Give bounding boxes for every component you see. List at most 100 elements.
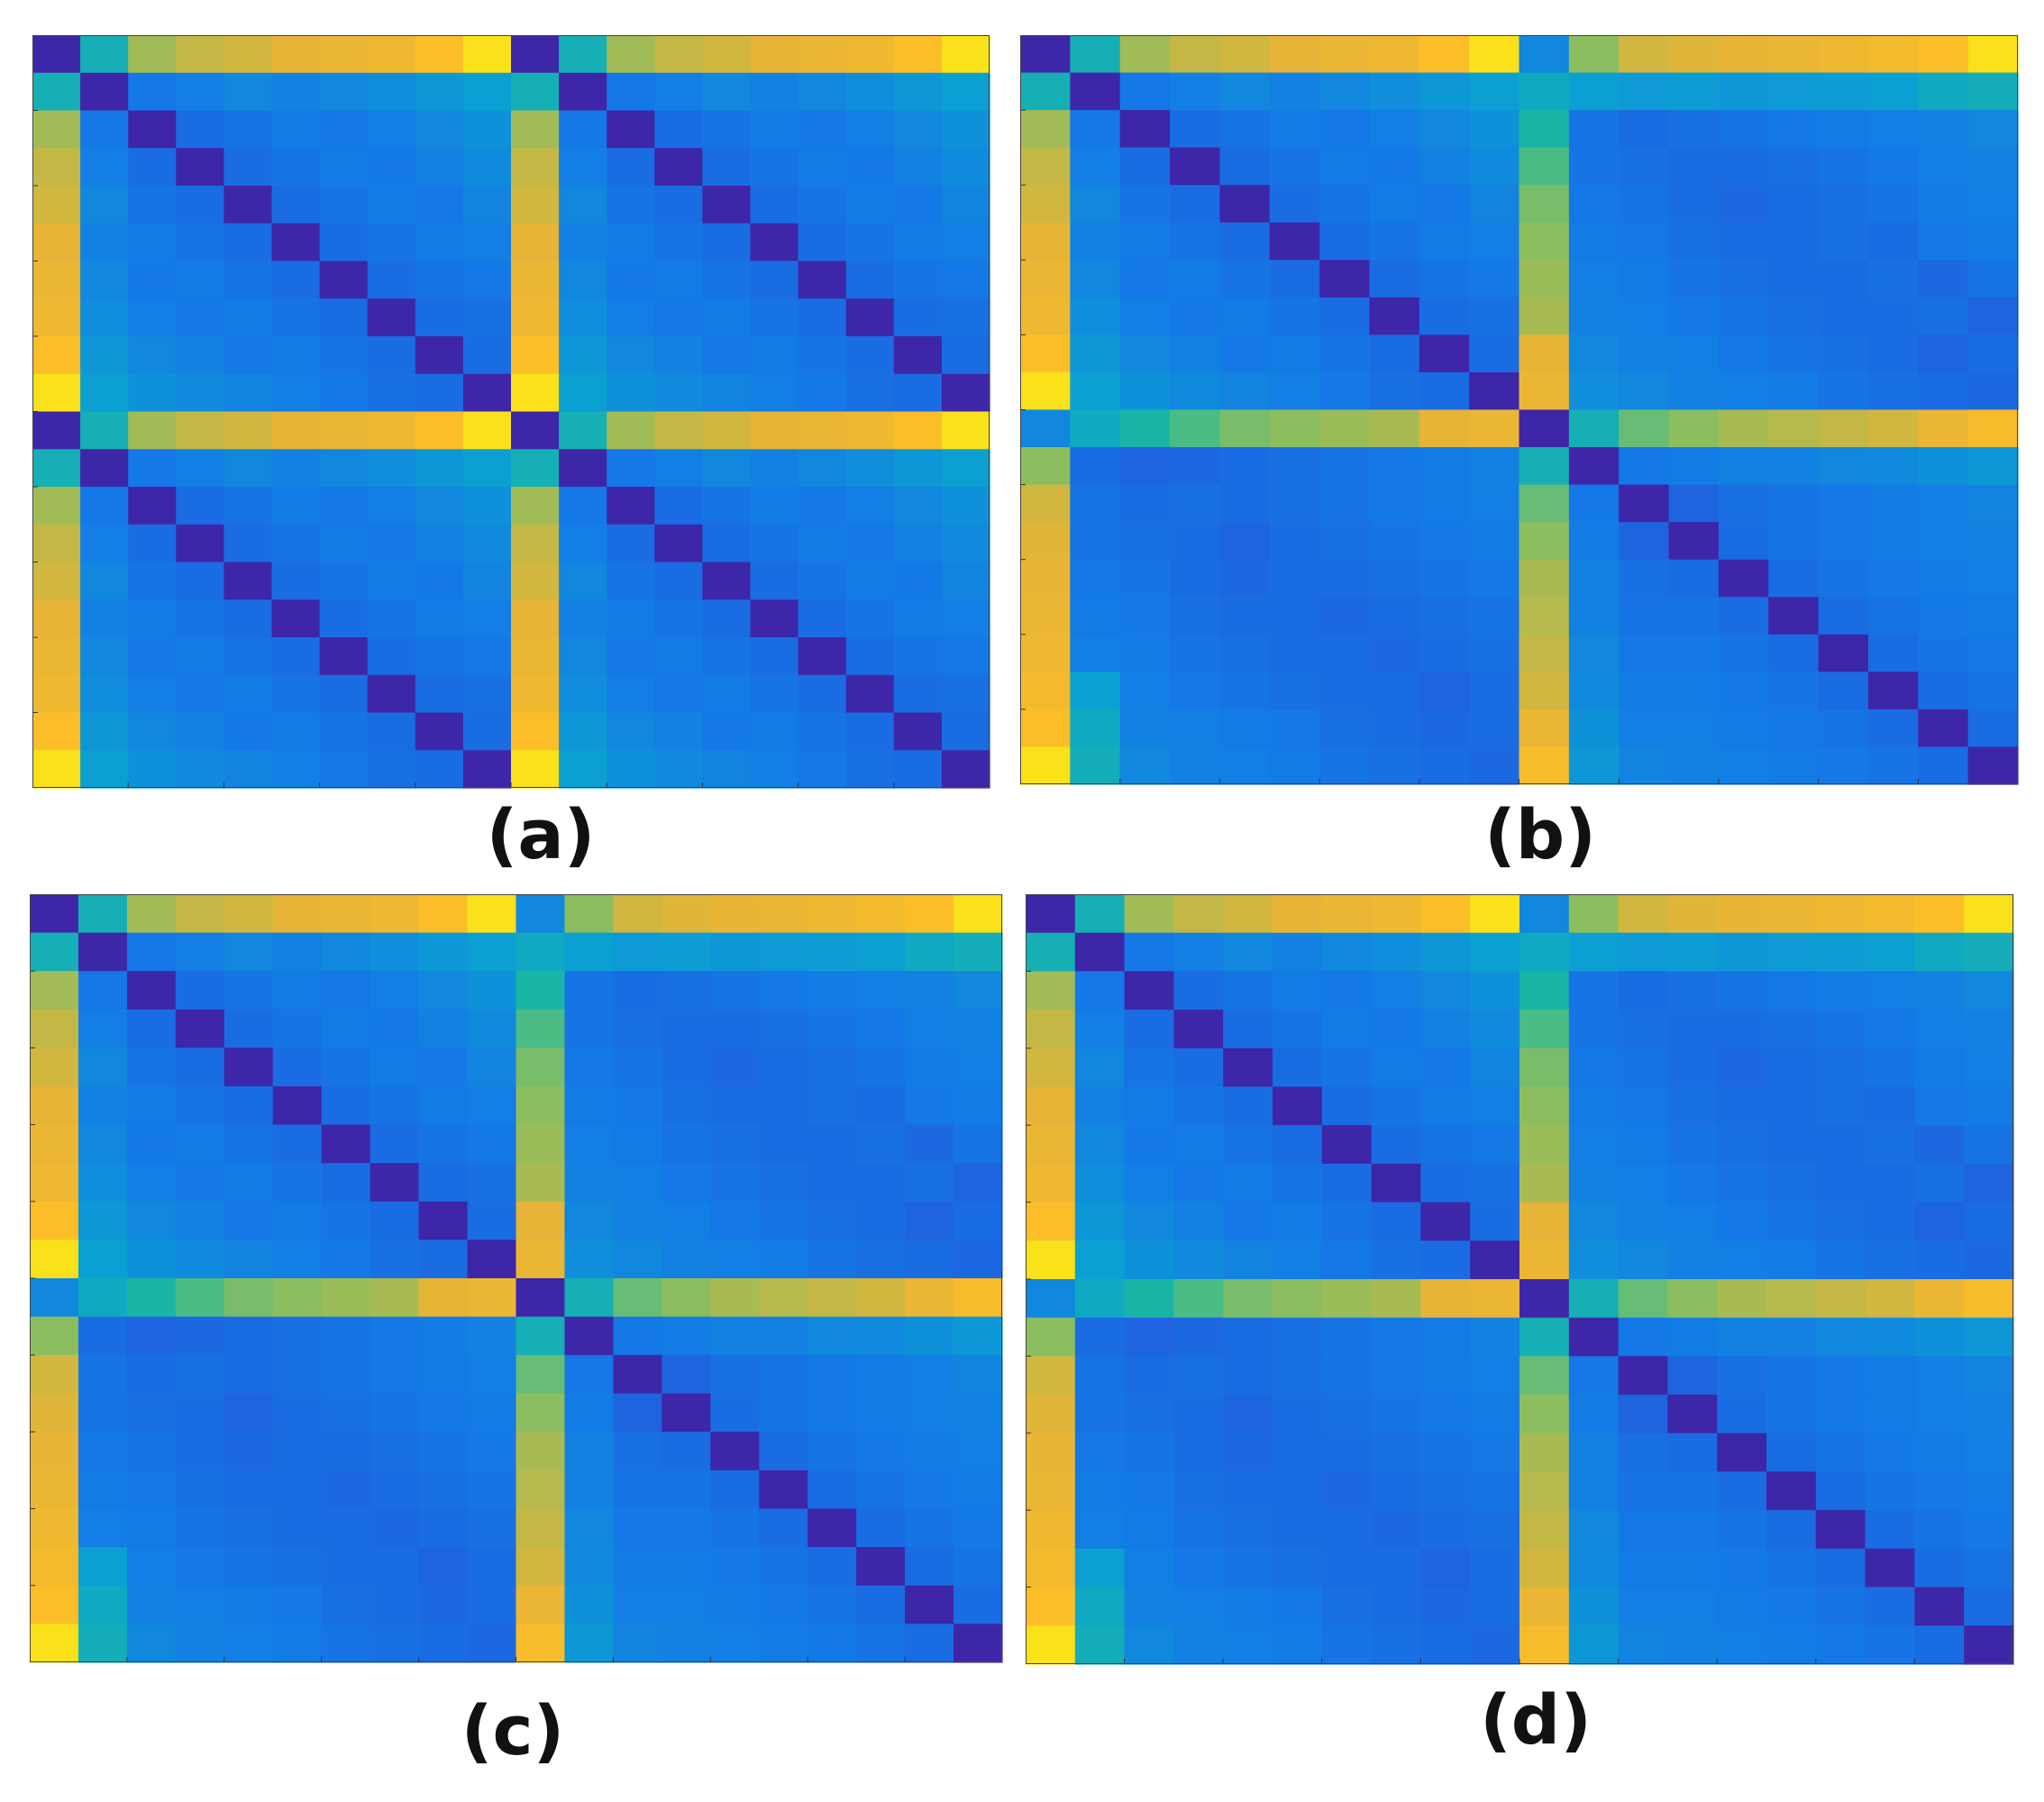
heatmap-cell xyxy=(1369,72,1420,111)
heatmap-cell xyxy=(1865,1432,1915,1473)
heatmap-cell xyxy=(1964,1587,2014,1626)
heatmap-cell xyxy=(654,562,703,600)
heatmap-cell xyxy=(702,336,752,375)
heatmap-cell xyxy=(1369,110,1420,149)
heatmap-cell xyxy=(1219,746,1271,785)
heatmap-cell xyxy=(1766,894,1817,934)
heatmap-cell xyxy=(224,1432,274,1471)
heatmap-cell xyxy=(607,637,655,676)
heatmap-cell xyxy=(1124,1587,1174,1626)
heatmap-cell xyxy=(1867,110,1919,149)
heatmap-cell xyxy=(856,1239,906,1279)
heatmap-cell xyxy=(1273,1471,1323,1511)
heatmap-cell xyxy=(856,1009,906,1048)
heatmap-cell xyxy=(845,750,895,789)
heatmap-cell xyxy=(272,1163,323,1203)
heatmap-cell xyxy=(126,1547,177,1587)
heatmap-cell xyxy=(319,411,369,450)
heatmap-cell xyxy=(1718,634,1769,672)
heatmap-cell xyxy=(759,1585,808,1624)
heatmap-cell xyxy=(564,1163,614,1203)
heatmap-cell xyxy=(856,1201,906,1240)
heatmap-cell xyxy=(1815,1471,1866,1511)
heatmap-cell xyxy=(1815,1510,1866,1550)
heatmap-cell xyxy=(1815,1432,1866,1473)
heatmap-cell xyxy=(856,1432,906,1471)
heatmap-cell xyxy=(1319,35,1371,74)
heatmap-cell xyxy=(1865,1317,1915,1357)
heatmap-cell xyxy=(224,1278,274,1318)
heatmap-cell xyxy=(1223,1471,1273,1511)
heatmap-cell xyxy=(1818,672,1869,710)
heatmap-cell xyxy=(1469,35,1520,74)
heatmap-cell xyxy=(511,562,560,600)
heatmap-cell xyxy=(467,932,517,972)
heatmap-cell xyxy=(1026,1202,1076,1241)
heatmap-frame xyxy=(30,894,1002,1662)
heatmap-cell xyxy=(367,261,416,299)
heatmap-cell xyxy=(1568,1317,1620,1357)
heatmap-cell xyxy=(856,894,906,934)
heatmap-cell xyxy=(1469,409,1520,448)
heatmap-cell xyxy=(1768,297,1820,335)
heatmap-cell xyxy=(467,1393,517,1432)
heatmap-cell xyxy=(321,1124,371,1164)
heatmap-cell xyxy=(128,110,177,149)
heatmap-cell xyxy=(1170,260,1220,298)
heatmap-cell xyxy=(613,1278,662,1318)
heatmap-cell xyxy=(1219,222,1271,261)
heatmap-cell xyxy=(1070,447,1121,486)
heatmap-cell xyxy=(654,373,703,413)
heatmap-cell xyxy=(613,1508,662,1548)
heatmap-cell xyxy=(1074,1356,1126,1395)
heatmap-cell xyxy=(1173,1395,1224,1434)
heatmap-cell xyxy=(1119,709,1171,748)
heatmap-cell xyxy=(1815,1279,1866,1319)
heatmap-cell xyxy=(702,674,752,714)
heatmap-cell xyxy=(462,373,512,413)
heatmap-cell xyxy=(1074,1240,1126,1280)
heatmap-cell xyxy=(462,336,512,375)
heatmap-cell xyxy=(1419,634,1470,672)
heatmap-cell xyxy=(467,1624,517,1663)
heatmap-cell xyxy=(1918,334,1969,373)
heatmap-cell xyxy=(1074,1010,1126,1049)
heatmap-cell xyxy=(1914,1510,1965,1550)
caption-c: (c) xyxy=(461,1690,565,1770)
heatmap-cell xyxy=(367,110,416,149)
heatmap-cell xyxy=(893,261,943,299)
heatmap-cell xyxy=(126,1163,177,1203)
heatmap-cell xyxy=(1815,1010,1866,1049)
heatmap-cell xyxy=(1170,297,1220,335)
heatmap-cell xyxy=(1568,522,1620,561)
heatmap-cell xyxy=(1964,1010,2014,1049)
heatmap-cell xyxy=(1667,1240,1718,1280)
heatmap-cell xyxy=(272,1624,323,1663)
heatmap-cell xyxy=(662,971,711,1011)
heatmap-cell xyxy=(954,1086,1003,1126)
heatmap-cell xyxy=(941,373,990,413)
heatmap-cell xyxy=(1020,447,1071,486)
heatmap-cell xyxy=(1668,35,1720,74)
heatmap-cell xyxy=(759,932,808,972)
heatmap-cell xyxy=(367,487,416,526)
heatmap-cell xyxy=(1867,260,1919,298)
heatmap-cell xyxy=(662,1393,711,1432)
heatmap-cell xyxy=(467,1355,517,1395)
heatmap-cell xyxy=(1420,1125,1471,1165)
heatmap-cell xyxy=(1074,1471,1126,1511)
heatmap-cell xyxy=(941,487,990,526)
heatmap-cell xyxy=(1170,35,1220,74)
heatmap-cell xyxy=(224,1047,274,1087)
heatmap-cell xyxy=(954,932,1003,972)
heatmap-cell xyxy=(954,1163,1003,1203)
heatmap-cell xyxy=(1273,1279,1323,1319)
heatmap-cell xyxy=(710,1508,760,1548)
heatmap-cell xyxy=(1768,334,1820,373)
heatmap-cell xyxy=(1865,1086,1915,1126)
heatmap-cell xyxy=(1766,1240,1817,1280)
heatmap-cell xyxy=(1967,559,2019,598)
heatmap-cell xyxy=(319,223,369,262)
heatmap-cell xyxy=(80,487,129,526)
heatmap-cell xyxy=(1070,522,1121,561)
